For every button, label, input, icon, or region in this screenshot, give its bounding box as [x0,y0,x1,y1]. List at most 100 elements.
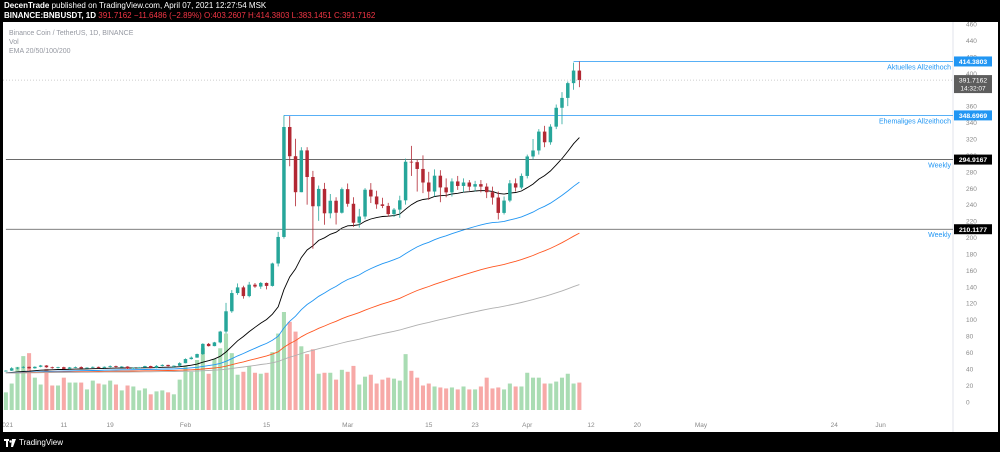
candle-body [334,200,338,213]
candle-body [450,181,454,193]
volume-bar [177,379,182,410]
volume-bar [363,376,368,410]
candle-body [108,366,112,367]
volume-bar [444,388,449,410]
candle-body [351,203,356,223]
candle-body [288,126,292,157]
volume-bar [281,312,286,410]
legend-ema: EMA 20/50/100/200 [9,48,71,55]
candle-body [270,263,275,286]
author-name[interactable]: DecenTrade [4,1,50,10]
candle-body [56,367,60,369]
last-price-text: 391.7162 [959,78,988,85]
candle-body [96,366,101,368]
chart-legend: Binance Coin / TetherUS, 1D, BINANCE Vol… [9,29,133,56]
candle-body [398,200,402,210]
last-price: 391.7162 [98,10,132,20]
volume-bar [223,333,229,410]
ema-100-line [5,232,580,374]
legend-volume: Vol [9,39,19,46]
candle-body [259,282,263,287]
y-tick-label: 260 [966,186,977,193]
y-tick-label: 180 [966,251,977,258]
volume-bar [258,373,263,410]
candle-body [502,200,506,213]
y-tick-label: 320 [966,136,977,143]
volume-bar [166,392,171,410]
y-tick-label: 200 [966,235,977,242]
ohlc-low: L:383.1451 [291,10,332,20]
candle-body [299,150,304,193]
y-tick-label: 140 [966,284,977,291]
ema-50-line [5,181,580,374]
candle-body [241,287,246,297]
candle-body [374,196,379,205]
volume-bar [438,387,443,410]
candle-body [571,70,576,84]
candle-body [427,182,431,192]
volume-bar [490,388,495,410]
ema-20-line [5,137,580,374]
level-price-tag [954,110,992,121]
volume-bar [113,384,118,410]
volume-bar [432,386,437,410]
y-tick-label: 440 [966,38,977,45]
volume-bar [3,392,8,410]
candle-body [340,189,344,213]
x-tick-label: 20 [634,422,642,429]
candle-body [62,367,66,369]
volume-bar [108,380,113,410]
volume-bar [415,377,420,410]
candle-body [542,131,547,143]
volume-bar [310,349,315,410]
volume-bar [252,372,258,410]
candle-body [79,367,83,369]
candle-body [224,311,228,332]
candle-body [143,366,147,368]
candle-body [235,287,240,294]
volume-bar [403,354,408,410]
volume-bar [241,371,246,410]
level-price-text: 294.9167 [959,157,988,164]
volume-bar [299,346,304,410]
y-tick-label: 80 [966,334,974,341]
chart-header: DecenTrade published on TradingView.com,… [0,0,1000,22]
price-chart[interactable]: 0 20 40 60 80 100 120 140 160 180 200 220 240 260 280 3… [3,22,998,432]
x-tick-label: Feb [180,422,192,429]
volume-bar [467,389,472,410]
volume-bar [287,321,292,410]
volume-bar [334,379,339,410]
candle-body [357,216,361,223]
level-price-tag [954,154,992,165]
candle-body [438,175,443,188]
x-tick-label: Jun [875,422,886,429]
price-change: −11.6486 (−2.89%) [133,10,202,20]
volume-bar [502,389,507,410]
volume-bar [206,373,211,410]
volume-bar [316,373,321,410]
volume-bar [461,386,466,410]
bar-countdown-text: 14:32:07 [960,86,986,93]
candle-body [264,282,269,286]
volume-bar [131,386,136,410]
volume-bar [15,366,20,410]
candle-body [386,205,390,215]
candle-body [154,365,159,368]
volume-bar [391,378,397,410]
candle-body [160,364,165,366]
volume-bar [200,348,205,410]
candle-body [392,209,396,215]
volume-bar [276,333,281,410]
tradingview-logo-icon [4,438,16,447]
level-label: Ehemaliges Allzeithoch [879,118,951,125]
ema-200-line [5,284,580,374]
ohlc-open: O:403.2607 [204,10,246,20]
candle-body [137,367,141,369]
volume-bar [247,365,252,410]
volume-bar [125,385,130,410]
candle-body [432,175,437,192]
volume-bar [420,385,425,410]
candle-body [577,70,582,81]
volume-bar [189,371,194,410]
chart-panel[interactable]: 0 20 40 60 80 100 120 140 160 180 200 220 240 260 280 3… [3,22,998,432]
